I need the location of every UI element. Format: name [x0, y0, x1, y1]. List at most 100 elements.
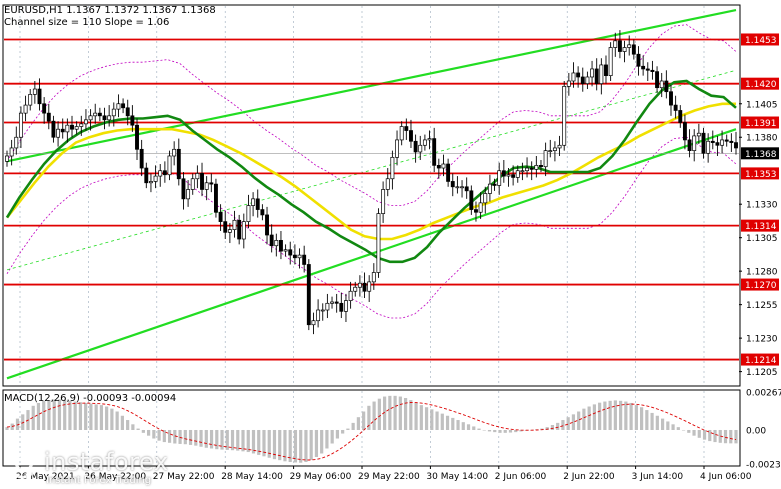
macd-bar — [545, 427, 549, 430]
candle-body — [241, 221, 246, 240]
candle-body — [650, 69, 655, 72]
candle-body — [302, 254, 307, 265]
macd-bar — [414, 402, 418, 430]
candle-body — [148, 181, 153, 184]
candle-body — [227, 229, 232, 233]
macd-bar — [162, 429, 166, 443]
candle-body — [9, 147, 14, 157]
candle-body — [706, 140, 711, 154]
candle-body — [28, 94, 33, 106]
macd-bar — [671, 424, 675, 430]
macd-bar — [708, 429, 712, 442]
candle-body — [413, 140, 418, 153]
candle-body — [195, 173, 200, 180]
macd-bar — [257, 429, 261, 455]
price-tick-label: 1.1330 — [746, 201, 778, 211]
macd-bar — [356, 417, 360, 430]
candle-body — [418, 144, 423, 153]
candle-body — [311, 320, 316, 326]
macd-bar — [31, 405, 35, 430]
candle-body — [367, 281, 372, 292]
macd-bar — [451, 417, 455, 430]
macd-bar — [697, 429, 701, 438]
candle-body — [534, 165, 539, 170]
candle-body — [669, 91, 673, 106]
macd-bar — [650, 412, 654, 430]
macd-bar — [681, 429, 686, 431]
level-label-bg — [741, 278, 779, 291]
candle-body — [520, 170, 525, 173]
macd-bar — [78, 402, 83, 430]
macd-bar — [482, 429, 486, 431]
macd-tick-label: 0.00 — [746, 426, 766, 436]
level-label-bg — [741, 219, 779, 232]
candle-body — [223, 221, 228, 233]
watermark-text: instaforex — [44, 448, 169, 476]
candle-body — [645, 68, 650, 71]
candle-body — [348, 290, 353, 301]
macd-bar — [629, 402, 633, 430]
candle-body — [539, 165, 543, 168]
candle-body — [455, 186, 460, 189]
macd-bar — [619, 400, 623, 430]
macd-bar — [440, 413, 444, 430]
candle-body — [422, 139, 427, 146]
candle-body — [432, 138, 437, 166]
level-label: 1.1214 — [745, 356, 777, 366]
macd-bar — [57, 399, 62, 430]
macd-bar — [299, 429, 303, 463]
candle-body — [511, 174, 516, 178]
candle-body — [102, 115, 107, 121]
level-label: 1.1420 — [745, 80, 777, 90]
time-tick-label: 29 May 06:00 — [290, 472, 352, 482]
macd-bar — [194, 429, 198, 446]
candle-body — [381, 189, 386, 214]
macd-bar — [603, 401, 607, 430]
macd-bar — [351, 422, 355, 430]
candle-body — [292, 254, 297, 259]
candle-body — [316, 309, 321, 322]
macd-bar — [199, 429, 203, 447]
level-label-bg — [741, 77, 779, 90]
macd-bar — [99, 405, 104, 430]
macd-bar — [84, 402, 88, 430]
level-label: 1.1314 — [745, 222, 777, 232]
macd-bar — [42, 400, 46, 430]
macd-bar — [445, 415, 450, 430]
channel-upper-line — [6, 8, 737, 163]
macd-bar — [383, 396, 387, 430]
candle-body — [678, 110, 683, 123]
candle-body — [395, 139, 399, 158]
time-tick-label: 2 Jun 22:00 — [563, 472, 615, 482]
current-price-bg — [741, 147, 779, 160]
macd-bar — [577, 411, 581, 430]
candle-body — [139, 148, 144, 169]
candle-body — [446, 163, 451, 182]
time-tick-label: 30 May 14:00 — [426, 472, 488, 482]
macd-bar — [435, 411, 439, 430]
macd-bar — [288, 429, 292, 463]
level-label-bg — [741, 116, 779, 129]
macd-bar — [587, 406, 591, 430]
macd-bar — [713, 429, 717, 443]
candle-body — [460, 186, 464, 189]
macd-bar — [477, 428, 481, 430]
candle-body — [269, 234, 274, 247]
candle-body — [97, 112, 102, 117]
macd-bar — [566, 417, 570, 430]
macd-tick-label: -0.00239 — [746, 461, 781, 471]
macd-bar — [230, 429, 235, 451]
candle-body — [724, 139, 729, 142]
level-label-bg — [741, 353, 779, 366]
macd-bar — [267, 429, 271, 458]
macd-bar — [141, 429, 145, 433]
candle-body — [501, 170, 506, 177]
candle-body — [492, 183, 497, 186]
macd-bar — [592, 404, 596, 430]
candle-body — [617, 40, 622, 52]
macd-bar — [183, 429, 187, 445]
macd-bar — [89, 403, 93, 430]
time-tick-label: 26 May 22:00 — [84, 472, 146, 482]
candle-body — [515, 170, 520, 178]
candle-body — [167, 155, 172, 176]
